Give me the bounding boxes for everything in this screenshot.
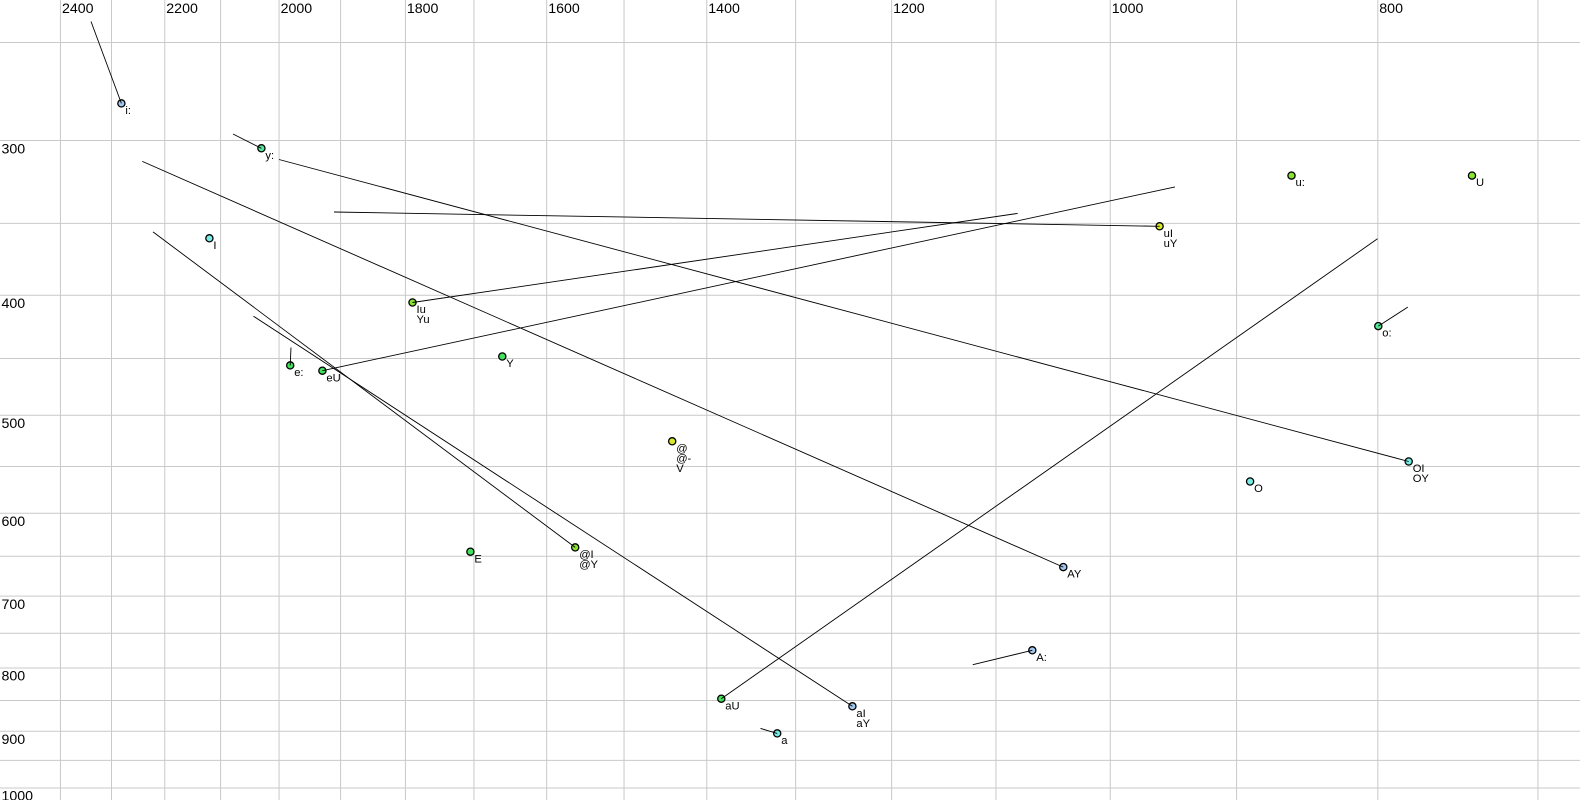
svg-text:A:: A: [1036,652,1047,664]
svg-text:a: a [781,735,788,747]
svg-text:800: 800 [2,669,26,685]
svg-text:Y: Y [506,358,514,370]
svg-text:600: 600 [2,514,26,530]
svg-text:i:: i: [125,105,131,117]
svg-text:2400: 2400 [62,1,94,17]
svg-text:900: 900 [2,732,26,748]
svg-text:500: 500 [2,416,26,432]
svg-text:I: I [213,240,216,252]
svg-text:700: 700 [2,597,26,613]
svg-text:2200: 2200 [166,1,198,17]
svg-text:1000: 1000 [2,789,34,800]
svg-text:1000: 1000 [1112,1,1144,17]
svg-text:800: 800 [1379,1,1403,17]
svg-text:aU: aU [725,700,739,712]
svg-text:U: U [1476,177,1484,189]
svg-text:@@-V: @ @-V [676,443,691,475]
svg-text:O: O [1254,483,1263,495]
svg-text:1600: 1600 [548,1,580,17]
svg-text:1200: 1200 [893,1,925,17]
svg-text:e:: e: [294,367,303,379]
svg-text:@I@Y: @I @Y [579,549,598,571]
svg-text:o:: o: [1382,328,1391,340]
svg-text:400: 400 [2,296,26,312]
svg-text:u:: u: [1296,177,1305,189]
svg-text:1800: 1800 [407,1,439,17]
svg-text:E: E [474,553,481,565]
svg-text:300: 300 [2,141,26,157]
svg-text:eU: eU [326,372,340,384]
svg-text:AY: AY [1067,569,1082,581]
svg-text:2000: 2000 [281,1,313,17]
svg-text:1400: 1400 [708,1,740,17]
svg-text:y:: y: [265,150,274,162]
